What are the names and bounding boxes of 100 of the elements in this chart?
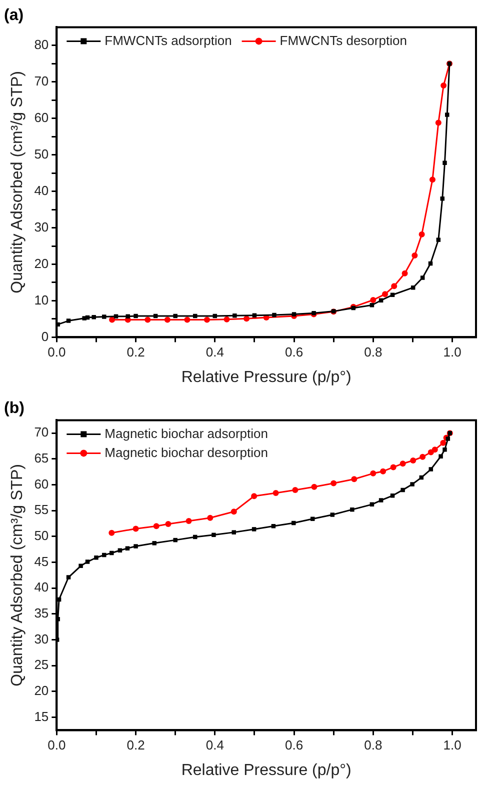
point — [442, 160, 447, 165]
legend-label: FMWCNTs adsorption — [104, 32, 232, 48]
point — [125, 546, 130, 550]
point — [435, 120, 442, 126]
point — [420, 454, 426, 460]
y-tick-label: 60 — [34, 110, 49, 125]
point — [446, 436, 450, 441]
point — [102, 552, 106, 558]
y-tick-label: 45 — [34, 554, 49, 569]
y-tick-label: 40 — [34, 182, 49, 198]
point — [204, 316, 210, 323]
chart-title: (a) — [4, 7, 24, 24]
y-tick-label: 35 — [34, 606, 49, 621]
point — [402, 270, 408, 276]
point — [350, 507, 354, 512]
point — [428, 467, 434, 472]
y-tick-label: 55 — [34, 502, 49, 518]
y-tick-label: 40 — [34, 580, 49, 595]
y-axis-title: Quantity Adsorbed (cm³/g STP) — [9, 464, 26, 686]
point — [429, 176, 436, 183]
point — [442, 448, 447, 452]
point — [66, 318, 71, 323]
x-tick-label: 0.8 — [364, 738, 382, 753]
y-axis-title: Quantity Adsorbed (cm³/g STP) — [9, 71, 26, 294]
x-tick-label: 0.2 — [126, 344, 145, 360]
point — [400, 488, 405, 492]
point — [110, 550, 114, 556]
point — [390, 464, 396, 470]
point — [230, 508, 237, 515]
x-tick-label: 0.4 — [206, 344, 224, 360]
point — [370, 470, 376, 476]
y-tick-label: 70 — [34, 73, 49, 88]
point — [144, 316, 151, 323]
legend-label: Magnetic biochar desorption — [104, 444, 268, 460]
point — [391, 283, 398, 290]
point — [445, 112, 450, 117]
chart-title: (b) — [4, 400, 24, 418]
point — [382, 291, 388, 298]
point — [212, 532, 216, 538]
point — [311, 484, 318, 490]
point — [351, 476, 358, 482]
point — [252, 527, 256, 532]
point — [420, 276, 425, 280]
point — [102, 314, 106, 319]
x-tick-label: 0.2 — [126, 738, 145, 753]
point — [292, 312, 296, 316]
y-tick-label: 25 — [34, 657, 49, 672]
y-tick-label: 70 — [34, 424, 49, 440]
x-tick-label: 0.6 — [284, 738, 304, 753]
y-tick-label: 30 — [34, 219, 49, 234]
point — [78, 564, 83, 568]
point — [153, 523, 160, 530]
y-tick-label: 20 — [34, 683, 49, 698]
point — [66, 575, 71, 580]
point — [440, 440, 446, 446]
point — [252, 313, 257, 318]
x-tick-label: 0.0 — [48, 344, 66, 360]
point — [152, 541, 156, 546]
y-tick-label: 10 — [34, 292, 49, 308]
y-tick-label: 15 — [34, 708, 49, 724]
point — [380, 468, 386, 474]
point — [440, 82, 447, 89]
point — [378, 298, 384, 302]
x-tick-label: 1.0 — [443, 738, 462, 753]
point — [400, 460, 406, 467]
y-tick-label: 60 — [34, 476, 49, 492]
point — [272, 312, 276, 318]
point — [292, 486, 298, 493]
point — [378, 498, 384, 502]
point — [410, 458, 416, 464]
point — [92, 315, 96, 320]
point — [232, 314, 237, 318]
x-tick-label: 0.4 — [206, 738, 224, 753]
point — [438, 454, 443, 458]
y-tick-label: 20 — [34, 256, 49, 271]
point — [244, 316, 250, 322]
point — [370, 297, 376, 303]
point — [134, 314, 138, 318]
point — [164, 316, 170, 323]
x-tick-label: 0.0 — [48, 738, 66, 753]
point — [94, 556, 98, 560]
point — [232, 530, 236, 534]
legend-label: FMWCNTs desorption — [280, 32, 407, 48]
x-axis-title: Relative Pressure (p/p°) — [181, 368, 352, 386]
point — [432, 446, 438, 453]
point — [186, 518, 192, 524]
point — [418, 231, 425, 238]
point — [126, 314, 130, 319]
point — [184, 316, 190, 323]
y-tick-label: 65 — [34, 450, 49, 466]
y-tick-label: 50 — [34, 528, 49, 544]
point — [173, 314, 178, 318]
x-tick-label: 0.6 — [284, 344, 304, 360]
point — [410, 482, 414, 486]
x-tick-label: 0.8 — [364, 344, 382, 360]
point — [132, 526, 139, 532]
y-tick-label: 0 — [41, 328, 49, 344]
point — [330, 512, 335, 517]
point — [330, 480, 337, 486]
point — [165, 521, 172, 528]
